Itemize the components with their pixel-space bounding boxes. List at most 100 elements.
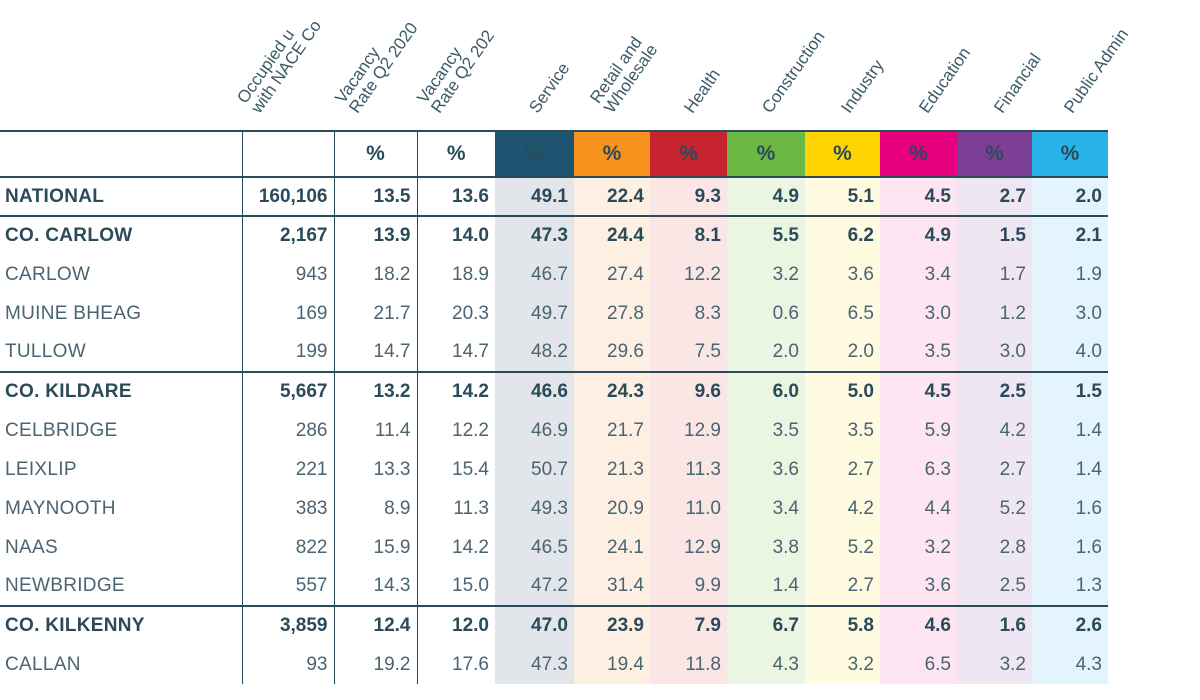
cell-education: 3.5 xyxy=(880,333,957,372)
cell-public-admin: 1.6 xyxy=(1032,489,1108,528)
header-construction: Construction xyxy=(758,27,829,117)
header-retail-wholesale: Retail and Wholesale xyxy=(586,33,662,117)
cell-service: 49.1 xyxy=(495,177,574,217)
cell-public-admin: 1.5 xyxy=(1032,371,1108,411)
row-name: NEWBRIDGE xyxy=(5,575,125,596)
cell-vacancy-2020: 11.4 xyxy=(333,411,417,450)
table-row: CO. CARLOW 2,167 13.9 14.0 47.3 24.4 8.1… xyxy=(0,216,1108,255)
cell-retail: 24.3 xyxy=(574,371,650,411)
cell-construction: 1.4 xyxy=(727,567,805,606)
cell-health: 8.3 xyxy=(650,294,727,333)
cell-construction: 5.5 xyxy=(727,216,805,255)
cell-financial: 5.2 xyxy=(957,489,1032,528)
cell-financial: 2.7 xyxy=(957,177,1032,217)
table-row: NEWBRIDGE 557 14.3 15.0 47.2 31.4 9.9 1.… xyxy=(0,567,1108,606)
unit-cell xyxy=(241,130,334,178)
cell-construction: 3.5 xyxy=(727,411,805,450)
row-name: MUINE BHEAG xyxy=(5,302,142,324)
cell-industry: 6.5 xyxy=(805,294,880,333)
cell-industry: 5.1 xyxy=(805,177,880,217)
cell-education: 3.2 xyxy=(880,528,957,567)
cell-education: 3.0 xyxy=(880,294,957,333)
cell-public-admin: 3.0 xyxy=(1032,294,1108,333)
header-vacancy-2021: Vacancy Rate Q2 202 xyxy=(413,26,499,117)
cell-health: 9.6 xyxy=(650,371,727,411)
cell-financial: 1.6 xyxy=(957,605,1032,645)
table-row: NAAS 822 15.9 14.2 46.5 24.1 12.9 3.8 5.… xyxy=(0,528,1108,567)
cell-occupied: 3,859 xyxy=(241,605,334,645)
cell-vacancy-2021: 12.0 xyxy=(416,605,495,645)
cell-vacancy-2021: 14.2 xyxy=(416,371,495,411)
cell-vacancy-2020: 14.7 xyxy=(333,333,417,372)
cell-public-admin: 4.3 xyxy=(1032,645,1108,684)
cell-health: 9.3 xyxy=(650,177,727,217)
cell-industry: 6.2 xyxy=(805,216,880,255)
cell-vacancy-2020: 21.7 xyxy=(333,294,417,333)
cell-service: 50.7 xyxy=(495,450,574,489)
cell-service: 46.7 xyxy=(495,255,574,294)
row-name: NAAS xyxy=(5,536,58,558)
cell-public-admin: 1.6 xyxy=(1032,528,1108,567)
cell-retail: 31.4 xyxy=(574,567,650,606)
table-row: TULLOW 199 14.7 14.7 48.2 29.6 7.5 2.0 2… xyxy=(0,333,1108,372)
cell-occupied: 221 xyxy=(241,450,334,489)
cell-service: 46.6 xyxy=(495,371,574,411)
cell-health: 9.9 xyxy=(650,567,727,606)
cell-vacancy-2020: 15.9 xyxy=(333,528,417,567)
cell-retail: 23.9 xyxy=(574,605,650,645)
cell-vacancy-2020: 19.2 xyxy=(333,645,417,684)
row-name: LEIXLIP xyxy=(5,458,77,480)
cell-retail: 29.6 xyxy=(574,333,650,372)
cell-occupied: 557 xyxy=(241,567,334,606)
cell-vacancy-2020: 8.9 xyxy=(333,489,417,528)
cell-service: 46.9 xyxy=(495,411,574,450)
cell-occupied: 93 xyxy=(241,645,334,684)
unit-cell-education: % xyxy=(880,130,957,178)
cell-service: 47.3 xyxy=(495,645,574,684)
cell-health: 11.3 xyxy=(650,450,727,489)
cell-service: 47.0 xyxy=(495,605,574,645)
cell-occupied: 286 xyxy=(241,411,334,450)
cell-public-admin: 1.9 xyxy=(1032,255,1108,294)
cell-retail: 27.4 xyxy=(574,255,650,294)
cell-public-admin: 2.1 xyxy=(1032,216,1108,255)
unit-cell: % xyxy=(416,130,495,178)
cell-vacancy-2020: 18.2 xyxy=(333,255,417,294)
cell-retail: 21.3 xyxy=(574,450,650,489)
cell-financial: 2.5 xyxy=(957,371,1032,411)
cell-service: 49.7 xyxy=(495,294,574,333)
cell-construction: 2.0 xyxy=(727,333,805,372)
cell-education: 4.6 xyxy=(880,605,957,645)
header-industry: Industry xyxy=(837,56,888,117)
unit-cell-public-admin: % xyxy=(1032,130,1108,178)
cell-financial: 1.7 xyxy=(957,255,1032,294)
cell-construction: 4.9 xyxy=(727,177,805,217)
cell-industry: 4.2 xyxy=(805,489,880,528)
cell-vacancy-2021: 14.7 xyxy=(416,333,495,372)
row-name: NATIONAL xyxy=(0,177,242,217)
cell-vacancy-2021: 13.6 xyxy=(416,177,495,217)
table-row: CO. KILDARE 5,667 13.2 14.2 46.6 24.3 9.… xyxy=(0,371,1108,411)
cell-retail: 19.4 xyxy=(574,645,650,684)
cell-health: 12.9 xyxy=(650,411,727,450)
cell-retail: 20.9 xyxy=(574,489,650,528)
cell-financial: 1.2 xyxy=(957,294,1032,333)
table-row: NATIONAL 160,106 13.5 13.6 49.1 22.4 9.3… xyxy=(0,177,1108,217)
table-row: MUINE BHEAG 169 21.7 20.3 49.7 27.8 8.3 … xyxy=(0,294,1108,333)
unit-cell-health: % xyxy=(650,130,727,178)
table-row: MAYNOOTH 383 8.9 11.3 49.3 20.9 11.0 3.4… xyxy=(0,489,1108,528)
cell-occupied: 169 xyxy=(241,294,334,333)
cell-occupied: 943 xyxy=(241,255,334,294)
row-name: CELBRIDGE xyxy=(5,419,118,441)
row-name: MAYNOOTH xyxy=(5,497,116,519)
vacancy-table: % % % % % % % % % % NATIONAL 160,106 13.… xyxy=(0,130,1108,684)
cell-industry: 5.2 xyxy=(805,528,880,567)
cell-financial: 2.5 xyxy=(957,567,1032,606)
unit-cell-retail: % xyxy=(574,130,650,178)
cell-retail: 27.8 xyxy=(574,294,650,333)
cell-industry: 2.7 xyxy=(805,450,880,489)
cell-education: 5.9 xyxy=(880,411,957,450)
cell-financial: 2.8 xyxy=(957,528,1032,567)
cell-public-admin: 1.4 xyxy=(1032,411,1108,450)
cell-retail: 24.1 xyxy=(574,528,650,567)
